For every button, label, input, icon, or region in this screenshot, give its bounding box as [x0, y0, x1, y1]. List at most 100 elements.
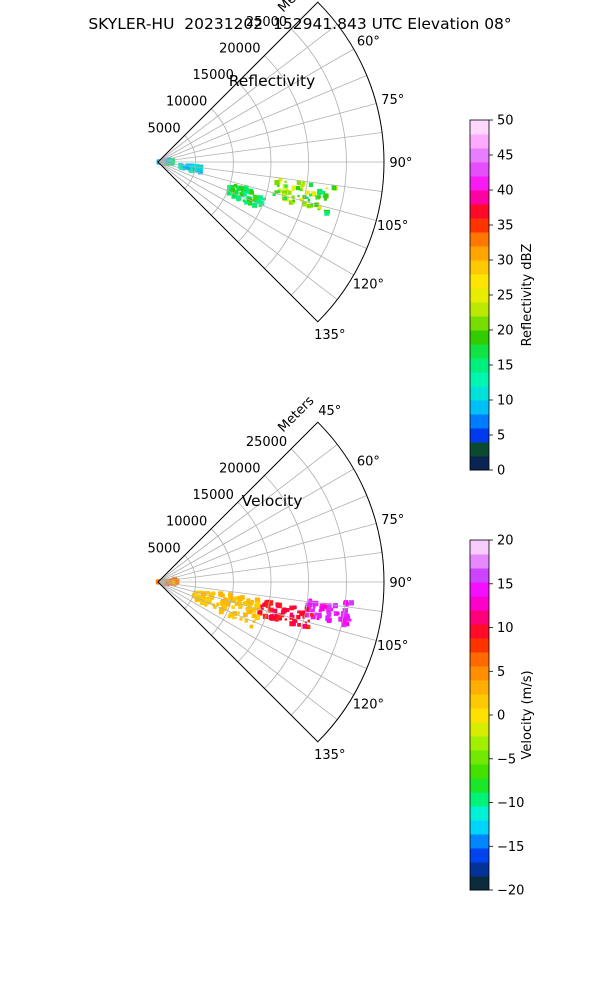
radar-cell [278, 617, 282, 621]
colorbar-tick-label: 5 [497, 429, 505, 444]
azimuth-tick-label: 105° [377, 639, 408, 654]
radar-cell [284, 184, 288, 188]
radar-cell [201, 596, 206, 600]
colorbar-segment [470, 274, 489, 289]
radar-cell [230, 187, 235, 193]
colorbar-segment [470, 358, 489, 373]
radar-cell [252, 613, 257, 618]
colorbar: −20 −15 −10 −5 0 5 10 15 20 Velocity (m/s) [469, 534, 535, 899]
radar-cell [311, 608, 315, 613]
radar-cell [274, 190, 278, 194]
colorbar-segment [470, 652, 489, 667]
colorbar-segment [470, 680, 489, 695]
radar-cell [327, 618, 332, 623]
radar-cell [331, 185, 337, 190]
radar-cell [291, 195, 295, 199]
radar-cell [251, 608, 257, 613]
colorbar-segment [470, 722, 489, 737]
radar-cell [293, 618, 298, 623]
radar-cell [312, 600, 319, 607]
radar-cell [197, 166, 200, 170]
colorbar-segment [470, 862, 489, 877]
radar-cell [275, 603, 280, 608]
radar-cell [223, 606, 228, 611]
radar-cell [240, 595, 245, 600]
radar-cell [289, 605, 294, 611]
colorbar-tick-label: −15 [497, 840, 524, 855]
colorbar-segment [470, 218, 489, 233]
radar-cell [246, 609, 252, 615]
radar-cell [301, 181, 306, 185]
radar-cell [194, 168, 198, 171]
colorbar-segment [470, 778, 489, 793]
radar-cell [262, 602, 267, 607]
radar-cell [299, 197, 303, 202]
colorbar-segment [470, 414, 489, 429]
azimuth-gridline [157, 581, 367, 669]
radar-cell [191, 593, 198, 599]
azimuth-tick-label: 120° [353, 278, 384, 293]
colorbar-tick-label: 20 [497, 534, 514, 549]
radar-cell [255, 601, 261, 607]
radar-cell [322, 603, 328, 609]
radar-cell [216, 602, 220, 606]
radar-cell [227, 191, 230, 195]
radar-cell [288, 200, 294, 205]
radar-cell [302, 616, 306, 619]
radar-cell [303, 201, 306, 205]
radar-cell [249, 190, 254, 195]
azimuth-gridline [157, 24, 338, 163]
radar-cell [169, 158, 176, 164]
radar-cell [305, 190, 310, 195]
radar-cell [281, 190, 287, 196]
radar-cell [277, 190, 281, 193]
colorbar-tick-label: 45 [497, 149, 514, 164]
azimuth-tick-label: 60° [357, 35, 380, 50]
radar-cell [231, 605, 235, 609]
polar-panel-1: 45° 60° 75° 90° 105° 120° 135° 5000 10000 15000 20… [148, 393, 535, 898]
radar-cell [218, 591, 224, 597]
radar-cell [244, 200, 248, 205]
azimuth-gridline [157, 161, 338, 300]
radar-cell [233, 183, 238, 188]
radar-cell [236, 196, 240, 201]
radar-cell [171, 580, 176, 585]
radar-cell [275, 617, 279, 621]
range-tick-label: 15000 [193, 488, 234, 503]
radar-cell [281, 608, 287, 614]
radar-cell [326, 611, 332, 617]
radar-cell [274, 180, 280, 186]
radar-cell [323, 209, 327, 213]
radar-cell [289, 612, 294, 617]
colorbar-label: Velocity (m/s) [520, 670, 535, 759]
radar-cell [243, 601, 246, 605]
radar-cell [233, 189, 239, 195]
azimuth-gridline [157, 552, 383, 583]
azimuth-tick-label: 135° [314, 748, 345, 763]
azimuth-tick-label: 75° [381, 93, 404, 108]
panel-title: Velocity [242, 492, 303, 510]
radar-cell [305, 602, 311, 608]
radar-cell [249, 624, 254, 629]
radar-cell [218, 609, 224, 615]
radar-cell [297, 610, 300, 614]
colorbar-segment [470, 694, 489, 709]
radar-cell [307, 619, 310, 623]
radar-cell [264, 600, 267, 604]
colorbar-segment [470, 316, 489, 331]
radar-cell [163, 159, 169, 164]
radar-cell [218, 595, 222, 598]
radar-cell [205, 601, 209, 604]
radar-cell [324, 211, 329, 216]
data-layer [156, 157, 338, 216]
colorbar-segment [470, 834, 489, 849]
radar-cell [225, 601, 231, 607]
range-tick-label: 25000 [246, 435, 287, 450]
colorbar-segment [470, 582, 489, 597]
radar-cell [206, 591, 210, 595]
radar-cell [336, 611, 340, 615]
azimuth-gridline [157, 132, 383, 163]
radar-cell [277, 184, 280, 187]
azimuth-gridline [157, 75, 367, 163]
